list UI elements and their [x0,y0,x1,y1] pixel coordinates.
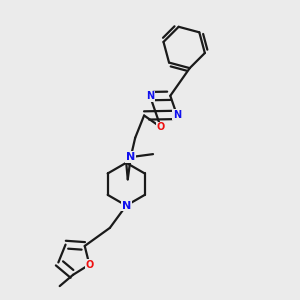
Text: N: N [173,110,181,120]
Text: N: N [126,152,135,162]
Text: N: N [146,91,154,101]
Text: N: N [122,201,131,211]
Text: O: O [85,260,94,270]
Text: O: O [157,122,165,132]
